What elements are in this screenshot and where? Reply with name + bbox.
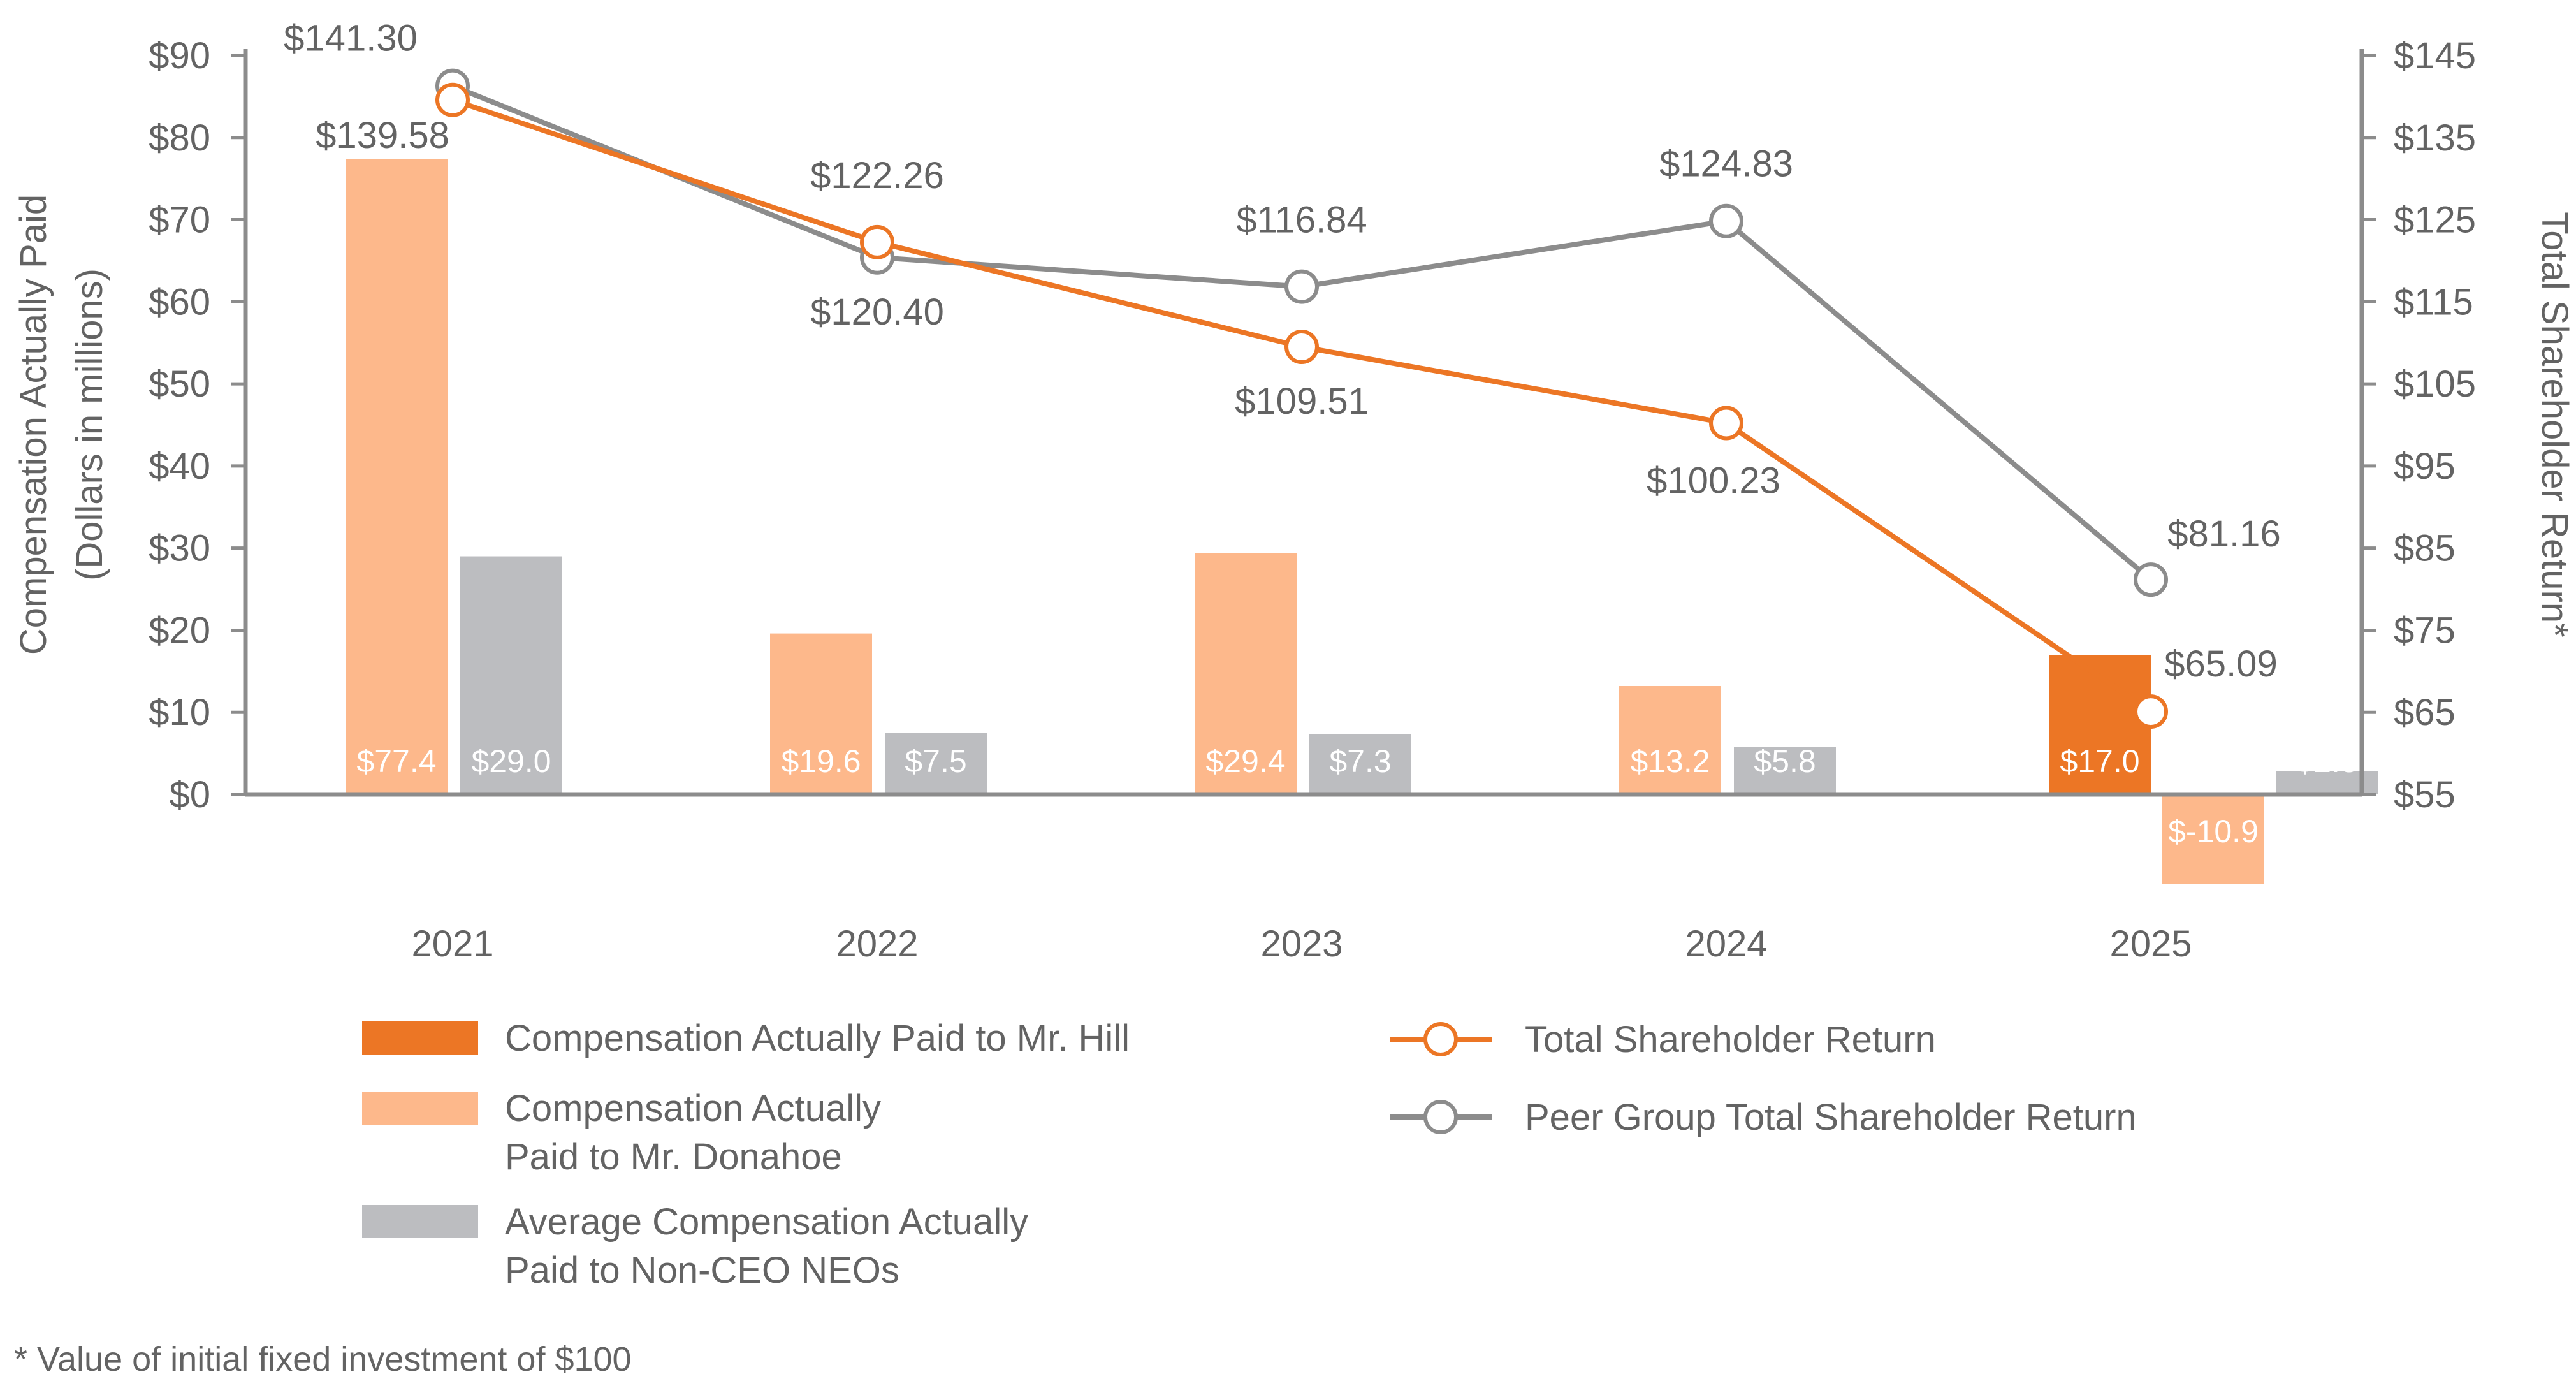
point-label-peer-group-total-shareholder-return-2023: $116.84 [1236, 200, 1367, 241]
point-total-shareholder-return-2022 [860, 224, 894, 259]
x-tick-label-2022: 2022 [836, 923, 918, 965]
bar-label-compensation-actually-paid-to-mr-donahoe-2024: $13.2 [1630, 743, 1710, 779]
y-right-tick-label: $115 [2394, 281, 2473, 323]
x-tick-label-2025: 2025 [2109, 923, 2192, 965]
y-right-tick-label: $85 [2394, 528, 2456, 569]
axes-layer: $0 $10 $20 $30 $40 $50 $60 $70 $80 $90 $55 $65 $75 $8… [13, 35, 2575, 965]
y-left-tick-label: $50 [149, 363, 210, 405]
point-label-peer-group-total-shareholder-return-2021: $141.30 [284, 18, 418, 59]
bars-layer [346, 159, 2378, 884]
bar-average-compensation-actually-paid-to-non-ceo-neos-2022 [885, 733, 987, 794]
y-left-tick-label: $60 [149, 281, 210, 323]
bar-label-compensation-actually-paid-to-mr-hill-2025: $17.0 [2060, 743, 2139, 779]
y-left-tick-label: $90 [149, 35, 210, 77]
bar-label-average-compensation-actually-paid-to-non-ceo-neos-2025: $2.8 [2296, 743, 2357, 779]
point-peer-group-total-shareholder-return-2023 [1284, 269, 1319, 304]
y-right-tick-label: $95 [2394, 446, 2456, 487]
legend-marker-0 [1423, 1022, 1458, 1056]
legend-label-bar-1-line0: Compensation Actually [505, 1088, 881, 1129]
point-total-shareholder-return-2024 [1709, 406, 1743, 441]
legend-label-bar-2-line0: Average Compensation Actually [505, 1201, 1028, 1243]
y-left-tick-label: $30 [149, 528, 210, 569]
point-label-peer-group-total-shareholder-return-2025: $81.16 [2167, 513, 2280, 555]
y-left-tick-label: $10 [149, 692, 210, 733]
y-left-tick-label: $70 [149, 200, 210, 241]
y-left-axis-title-line1: Compensation Actually Paid [13, 194, 54, 655]
bar-compensation-actually-paid-to-mr-donahoe-2021 [346, 159, 448, 794]
y-right-tick-label: $105 [2394, 363, 2476, 405]
bar-compensation-actually-paid-to-mr-donahoe-2023 [1195, 553, 1297, 794]
y-right-tick-label: $145 [2394, 35, 2476, 77]
legend-label-bar-2-line1: Paid to Non-CEO NEOs [505, 1250, 899, 1291]
point-label-peer-group-total-shareholder-return-2022: $120.40 [810, 291, 944, 333]
point-label-total-shareholder-return-2024: $100.23 [1647, 460, 1780, 502]
bar-label-compensation-actually-paid-to-mr-donahoe-2022: $19.6 [781, 743, 861, 779]
point-label-total-shareholder-return-2021: $139.58 [316, 115, 449, 156]
bar-average-compensation-actually-paid-to-non-ceo-neos-2023 [1309, 734, 1411, 794]
bar-compensation-actually-paid-to-mr-donahoe-2022 [770, 633, 872, 794]
y-right-tick-label: $55 [2394, 774, 2456, 815]
y-right-tick-label: $135 [2394, 117, 2476, 159]
point-label-total-shareholder-return-2023: $109.51 [1235, 381, 1369, 422]
legend-swatch-bar-2 [362, 1205, 478, 1238]
x-tick-label-2024: 2024 [1685, 923, 1767, 965]
legend-marker-1 [1423, 1100, 1458, 1134]
y-right-tick-label: $65 [2394, 692, 2456, 733]
y-right-axis-title: Total Shareholder Return* [2534, 212, 2575, 637]
bar-average-compensation-actually-paid-to-non-ceo-neos-2021 [460, 556, 562, 794]
bar-label-average-compensation-actually-paid-to-non-ceo-neos-2021: $29.0 [471, 743, 551, 779]
x-tick-label-2021: 2021 [411, 923, 493, 965]
bar-label-average-compensation-actually-paid-to-non-ceo-neos-2023: $7.3 [1329, 743, 1391, 779]
point-total-shareholder-return-2021 [435, 82, 470, 117]
legend-label-bar-1-line1: Paid to Mr. Donahoe [505, 1136, 842, 1178]
bar-label-compensation-actually-paid-to-mr-donahoe-2021: $77.4 [356, 743, 436, 779]
bar-average-compensation-actually-paid-to-non-ceo-neos-2024 [1734, 747, 1836, 794]
y-right-tick-label: $125 [2394, 200, 2476, 241]
bar-label-average-compensation-actually-paid-to-non-ceo-neos-2024: $5.8 [1754, 743, 1816, 779]
y-left-tick-label: $20 [149, 610, 210, 651]
bar-label-average-compensation-actually-paid-to-non-ceo-neos-2022: $7.5 [905, 743, 966, 779]
legend-label-bar-0-line0: Compensation Actually Paid to Mr. Hill [505, 1018, 1130, 1059]
point-total-shareholder-return-2023 [1284, 330, 1319, 365]
labels-layer: $77.4 $29.0 $19.6 $7.5 $29.4 $7.3 $13.2 $5.8 $17… [284, 18, 2357, 849]
legend-swatch-bar-1 [362, 1092, 478, 1125]
y-left-tick-label: $80 [149, 117, 210, 159]
point-label-total-shareholder-return-2025: $65.09 [2164, 643, 2277, 685]
x-tick-label-2023: 2023 [1260, 923, 1343, 965]
y-right-tick-label: $75 [2394, 610, 2456, 651]
bar-compensation-actually-paid-to-mr-donahoe-2025 [2162, 794, 2264, 884]
footnote: * Value of initial fixed investment of $… [14, 1340, 632, 1378]
y-left-tick-label: $40 [149, 446, 210, 487]
point-total-shareholder-return-2025 [2134, 694, 2168, 729]
lines-layer [435, 68, 2168, 729]
point-peer-group-total-shareholder-return-2024 [1709, 203, 1743, 238]
legend-label-line-1: Peer Group Total Shareholder Return [1525, 1097, 2137, 1138]
point-peer-group-total-shareholder-return-2025 [2134, 562, 2168, 597]
bar-label-compensation-actually-paid-to-mr-donahoe-2025: $-10.9 [2168, 814, 2259, 849]
y-left-axis-title-line2: (Dollars in millions) [69, 268, 110, 581]
point-label-peer-group-total-shareholder-return-2024: $124.83 [1659, 143, 1793, 185]
y-left-tick-label: $0 [169, 774, 210, 815]
legend-label-line-0: Total Shareholder Return [1525, 1019, 1936, 1060]
bar-label-compensation-actually-paid-to-mr-donahoe-2023: $29.4 [1205, 743, 1285, 779]
legend: Compensation Actually Paid to Mr. Hill Co… [362, 1018, 2137, 1291]
legend-swatch-bar-0 [362, 1021, 478, 1055]
point-label-total-shareholder-return-2022: $122.26 [810, 155, 944, 196]
bar-compensation-actually-paid-to-mr-donahoe-2024 [1619, 686, 1721, 794]
